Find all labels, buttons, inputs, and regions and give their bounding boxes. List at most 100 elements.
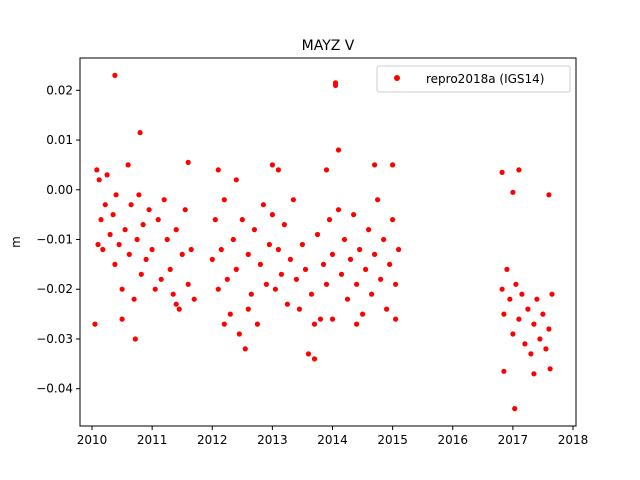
data-point — [344, 296, 351, 302]
data-point — [176, 306, 182, 312]
data-point — [290, 197, 296, 203]
plot-frame — [79, 57, 577, 427]
data-point — [104, 172, 110, 178]
data-point — [546, 326, 552, 332]
data-point — [393, 281, 399, 287]
data-point — [98, 217, 104, 223]
data-point — [170, 291, 176, 297]
y-tick-label: −0.04 — [36, 382, 73, 396]
data-point — [137, 130, 143, 136]
data-point — [317, 316, 324, 322]
data-point — [125, 162, 131, 168]
y-axis: −0.04 −0.03 −0.02 −0.01 0.00 0.01 0.02 — [36, 83, 80, 396]
data-point — [335, 147, 342, 153]
data-point — [122, 227, 128, 233]
data-point — [96, 177, 102, 183]
data-point — [372, 162, 378, 168]
data-point — [499, 169, 505, 175]
data-point — [384, 306, 390, 312]
x-tick-label: 2017 — [498, 433, 529, 447]
data-point — [248, 291, 254, 297]
data-point — [126, 251, 132, 257]
data-point — [547, 366, 553, 372]
data-point — [308, 291, 315, 297]
data-point — [167, 266, 173, 272]
data-point — [239, 217, 245, 223]
data-point — [119, 286, 125, 292]
data-point — [546, 192, 552, 198]
data-point — [182, 207, 188, 213]
data-point — [215, 286, 221, 292]
data-point — [158, 276, 164, 282]
data-point — [513, 281, 519, 287]
data-point — [302, 266, 309, 272]
x-tick-label: 2015 — [377, 433, 408, 447]
data-point — [94, 167, 100, 173]
data-point — [543, 346, 549, 352]
data-point — [390, 217, 396, 223]
data-point — [269, 162, 275, 168]
data-point — [549, 291, 555, 297]
data-point — [329, 251, 336, 257]
data-point — [266, 241, 272, 248]
data-point — [522, 341, 528, 347]
data-point — [512, 406, 518, 412]
data-point — [233, 177, 239, 183]
x-tick-label: 2014 — [317, 433, 348, 447]
y-tick-label: −0.03 — [36, 332, 73, 346]
data-point — [116, 241, 122, 248]
data-point — [146, 207, 152, 213]
data-point — [341, 236, 348, 243]
x-tick-label: 2013 — [257, 433, 288, 447]
data-point — [299, 241, 305, 248]
data-point — [173, 301, 179, 307]
data-point — [531, 321, 537, 327]
data-point — [540, 311, 546, 317]
data-point — [537, 336, 543, 342]
data-point — [119, 316, 125, 322]
data-point — [215, 167, 221, 173]
data-point — [329, 316, 336, 322]
data-point — [284, 301, 290, 307]
data-point — [369, 291, 375, 297]
data-point — [112, 72, 118, 78]
data-point — [221, 197, 227, 203]
data-point — [387, 261, 393, 267]
data-point — [245, 251, 251, 257]
data-point — [221, 321, 227, 327]
data-point — [516, 316, 522, 322]
data-point — [381, 236, 387, 243]
data-point — [254, 321, 260, 327]
data-point — [296, 306, 302, 312]
data-point — [212, 217, 218, 223]
legend-label: repro2018a (IGS14) — [426, 72, 544, 86]
data-point — [275, 167, 281, 173]
data-point — [516, 167, 522, 173]
data-point — [351, 212, 357, 218]
data-point — [347, 256, 354, 262]
data-point — [323, 281, 330, 287]
data-point — [112, 261, 118, 267]
data-point — [375, 197, 381, 203]
data-point — [155, 217, 161, 223]
data-point — [143, 256, 149, 262]
data-point — [131, 296, 137, 302]
data-point — [191, 296, 197, 302]
data-point — [275, 246, 281, 253]
data-point — [138, 271, 144, 277]
data-point — [242, 346, 248, 352]
data-point — [136, 192, 142, 198]
data-point — [326, 217, 333, 223]
data-point — [311, 321, 318, 327]
data-point — [501, 368, 507, 374]
data-point — [110, 212, 116, 218]
data-point — [132, 336, 138, 342]
data-point — [233, 266, 239, 272]
data-point — [179, 251, 185, 257]
data-point — [278, 271, 284, 277]
data-point — [366, 227, 372, 233]
data-point — [257, 261, 263, 267]
data-point — [507, 296, 513, 302]
data-point — [227, 311, 233, 317]
data-point — [263, 281, 269, 287]
